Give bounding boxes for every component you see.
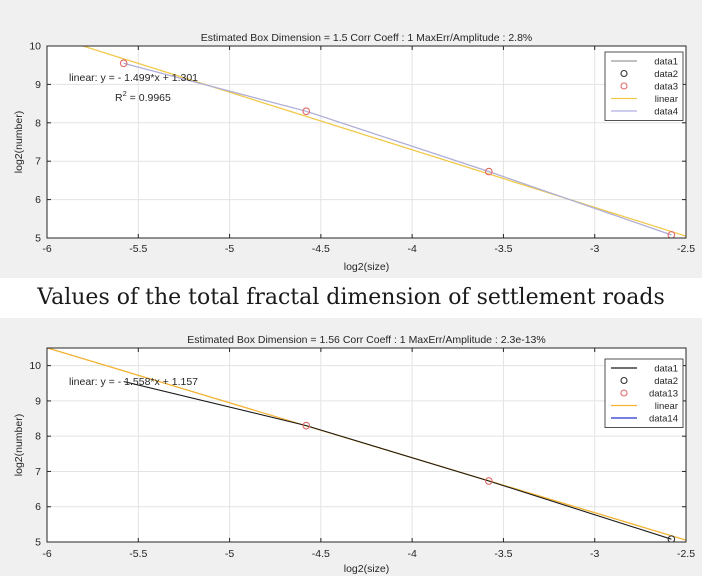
r-squared-annotation: R2 = 0.9965 [115, 89, 171, 104]
chart-title: Estimated Box Dimension = 1.56 Corr Coef… [187, 334, 545, 346]
chart-svg-2: -6 -5.5 -5 -4.5 -4 -3.5 -3 -2.5 5 6 7 8 9 10 Estimated… [0, 318, 702, 576]
y-axis-label: log2(number) [13, 414, 25, 476]
x-tick-label: -6 [42, 243, 51, 255]
x-axis-label: log2(size) [344, 261, 390, 273]
y-tick-label: 9 [35, 395, 41, 407]
data-point-data13 [484, 477, 493, 485]
x-tick-label: -3.5 [494, 548, 512, 560]
plot-area [47, 46, 686, 238]
x-tick-label: -3.5 [494, 243, 512, 255]
data-point-data3 [302, 107, 311, 116]
series-line-linear [83, 46, 686, 237]
legend-box [604, 51, 684, 121]
top-chart-panel: -6 -5.5 -5 -4.5 -4 -3.5 -3 -2.5 5 6 7 8 9 10 Estimated… [0, 0, 702, 278]
legend-label-data3: data3 [654, 82, 678, 93]
axes-box [46, 45, 687, 239]
y-tick-label: 8 [35, 117, 41, 129]
y-tick-label: 6 [35, 501, 41, 513]
y-tick-label: 5 [35, 537, 41, 549]
data-point-data2 [667, 535, 676, 542]
series-line-data4 [123, 62, 672, 236]
x-tick-label: -2.5 [677, 548, 695, 560]
r-squared-value: = 0.9965 [127, 92, 171, 104]
fit-annotation: linear: y = - 1.499*x + 1.301 [69, 72, 198, 84]
legend-marker-data3 [620, 82, 628, 90]
x-tick-label: -4 [407, 243, 416, 255]
x-tick-label: -3 [590, 548, 599, 560]
x-tick-label: -3 [590, 243, 599, 255]
series-group [47, 348, 686, 542]
x-tick-label: -5 [225, 243, 234, 255]
r-squared-symbol: R [115, 92, 123, 104]
legend-box [604, 358, 684, 428]
x-tick-label: -6 [42, 548, 51, 560]
legend-label-data2: data2 [654, 376, 678, 387]
x-tick-label: -5.5 [129, 548, 147, 560]
x-tick-label: -4.5 [312, 548, 330, 560]
x-tick-label: -5 [225, 548, 234, 560]
series-group [83, 46, 686, 238]
x-axis-label: log2(size) [344, 563, 390, 575]
x-tick-label: -4.5 [312, 243, 330, 255]
y-tick-label: 7 [35, 156, 41, 168]
legend-marker-data2 [620, 69, 628, 78]
legend-marker-data13 [620, 389, 628, 397]
x-tick-label: -2.5 [677, 243, 695, 255]
x-tick-label: -5.5 [129, 243, 147, 255]
legend-label-data13: data13 [649, 389, 678, 400]
y-tick-label: 5 [35, 233, 41, 245]
data-point-data13 [302, 421, 311, 430]
axes-box [46, 347, 687, 543]
figure-caption: Values of the total fractal dimension of… [37, 285, 665, 310]
y-tick-label: 10 [29, 41, 41, 53]
y-axis-label: log2(number) [13, 111, 25, 173]
y-tick-label: 8 [35, 431, 41, 443]
chart-title: Estimated Box Dimension = 1.5 Corr Coeff… [201, 32, 533, 44]
data-point-data3 [119, 59, 128, 68]
bottom-chart-panel: -6 -5.5 -5 -4.5 -4 -3.5 -3 -2.5 5 6 7 8 9 10 Estimated… [0, 318, 702, 576]
legend-label-data4: data4 [654, 107, 678, 118]
fit-annotation: linear: y = - 1.558*x + 1.157 [69, 376, 198, 388]
y-tick-label: 10 [29, 360, 41, 372]
legend-label-data2: data2 [654, 69, 678, 80]
y-tick-label: 9 [35, 79, 41, 91]
legend-marker-data2 [620, 376, 628, 385]
legend-label-data1: data1 [654, 364, 678, 375]
legend-label-data14: data14 [649, 414, 678, 425]
data-point-data3 [484, 167, 493, 176]
y-tick-label: 7 [35, 466, 41, 478]
x-tick-label: -4 [407, 548, 416, 560]
series-line-data1 [123, 380, 672, 540]
r-squared-exponent: 2 [123, 89, 127, 98]
legend-label-linear: linear [655, 94, 678, 105]
legend-label-linear: linear [655, 401, 678, 412]
data-point-data3 [667, 231, 676, 238]
legend-label-data1: data1 [654, 57, 678, 68]
chart-svg-1: -6 -5.5 -5 -4.5 -4 -3.5 -3 -2.5 5 6 7 8 9 10 Estimated… [0, 0, 702, 278]
y-tick-label: 6 [35, 194, 41, 206]
